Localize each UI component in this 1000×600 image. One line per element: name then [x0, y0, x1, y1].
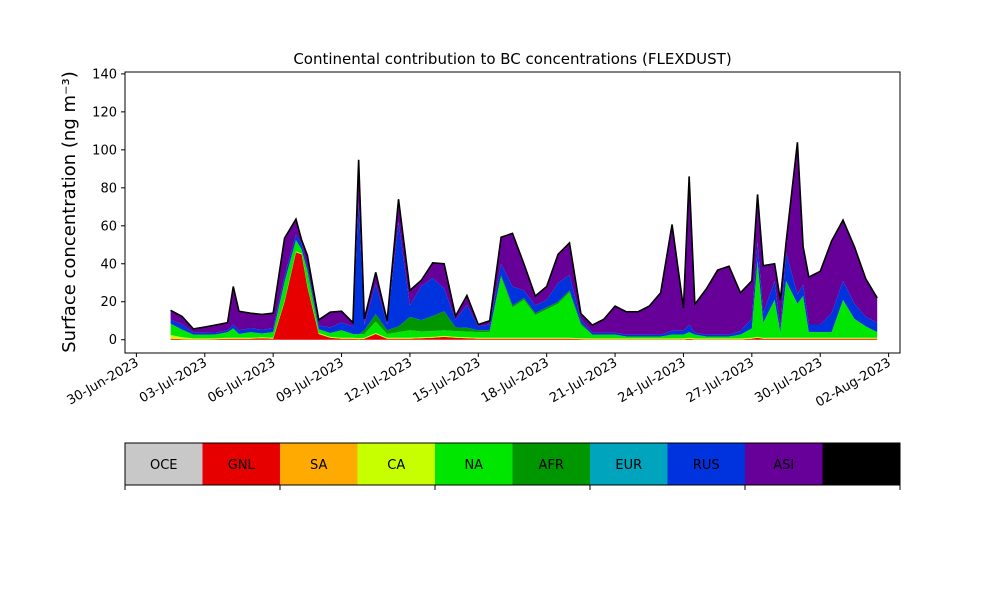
- legend-swatch-eur: [590, 443, 668, 485]
- chart-title: Continental contribution to BC concentra…: [293, 50, 731, 68]
- y-tick-label: 40: [100, 257, 117, 272]
- legend-swatch-asi: [745, 443, 823, 485]
- plot-area: [124, 71, 901, 354]
- y-tick-label: 140: [92, 67, 117, 82]
- y-tick-label: 0: [109, 333, 117, 348]
- legend-label-asi: ASI: [773, 458, 794, 473]
- legend-label-oce: OCE: [150, 458, 178, 473]
- legend-label-na: NA: [464, 458, 483, 473]
- legend-label-sa: SA: [310, 458, 327, 473]
- colorbar-legend: OCE GNL SA CA NA AFR EUR RUS ASI AUS: [124, 442, 901, 490]
- legend-label-ca: CA: [387, 458, 405, 473]
- legend-swatch-oce: [125, 443, 203, 485]
- legend-label-rus: RUS: [693, 458, 720, 473]
- stacked-area-layers: [170, 142, 878, 340]
- legend-swatch-afr: [512, 443, 591, 485]
- area-na: [170, 240, 878, 339]
- total-concentration-line: [170, 142, 878, 330]
- legend-label-aus: AUS: [848, 458, 875, 473]
- y-tick-label: 100: [92, 143, 117, 158]
- y-tick-label: 120: [92, 105, 117, 120]
- legend-label-eur: EUR: [615, 458, 642, 473]
- area-asi: [170, 142, 878, 335]
- legend-swatch-na: [435, 443, 513, 485]
- legend-swatch-gnl: [202, 443, 281, 485]
- legend-label-gnl: GNL: [228, 458, 256, 473]
- y-tick-label: 60: [100, 219, 117, 234]
- y-tick-label: 80: [100, 181, 117, 196]
- y-axis: 0 20 40 60 80 100 120 140: [92, 67, 125, 348]
- y-tick-label: 20: [100, 295, 117, 310]
- legend-label-afr: AFR: [539, 458, 564, 473]
- legend-swatch-ca: [357, 443, 436, 485]
- axes-frame: [124, 71, 901, 354]
- legend-swatch-rus: [667, 443, 746, 485]
- legend-swatch-aus: [822, 443, 901, 485]
- legend-swatch-sa: [280, 443, 358, 485]
- colorbar-frame: [124, 442, 901, 486]
- y-axis-label: Surface concentration (ng m⁻³): [59, 71, 80, 353]
